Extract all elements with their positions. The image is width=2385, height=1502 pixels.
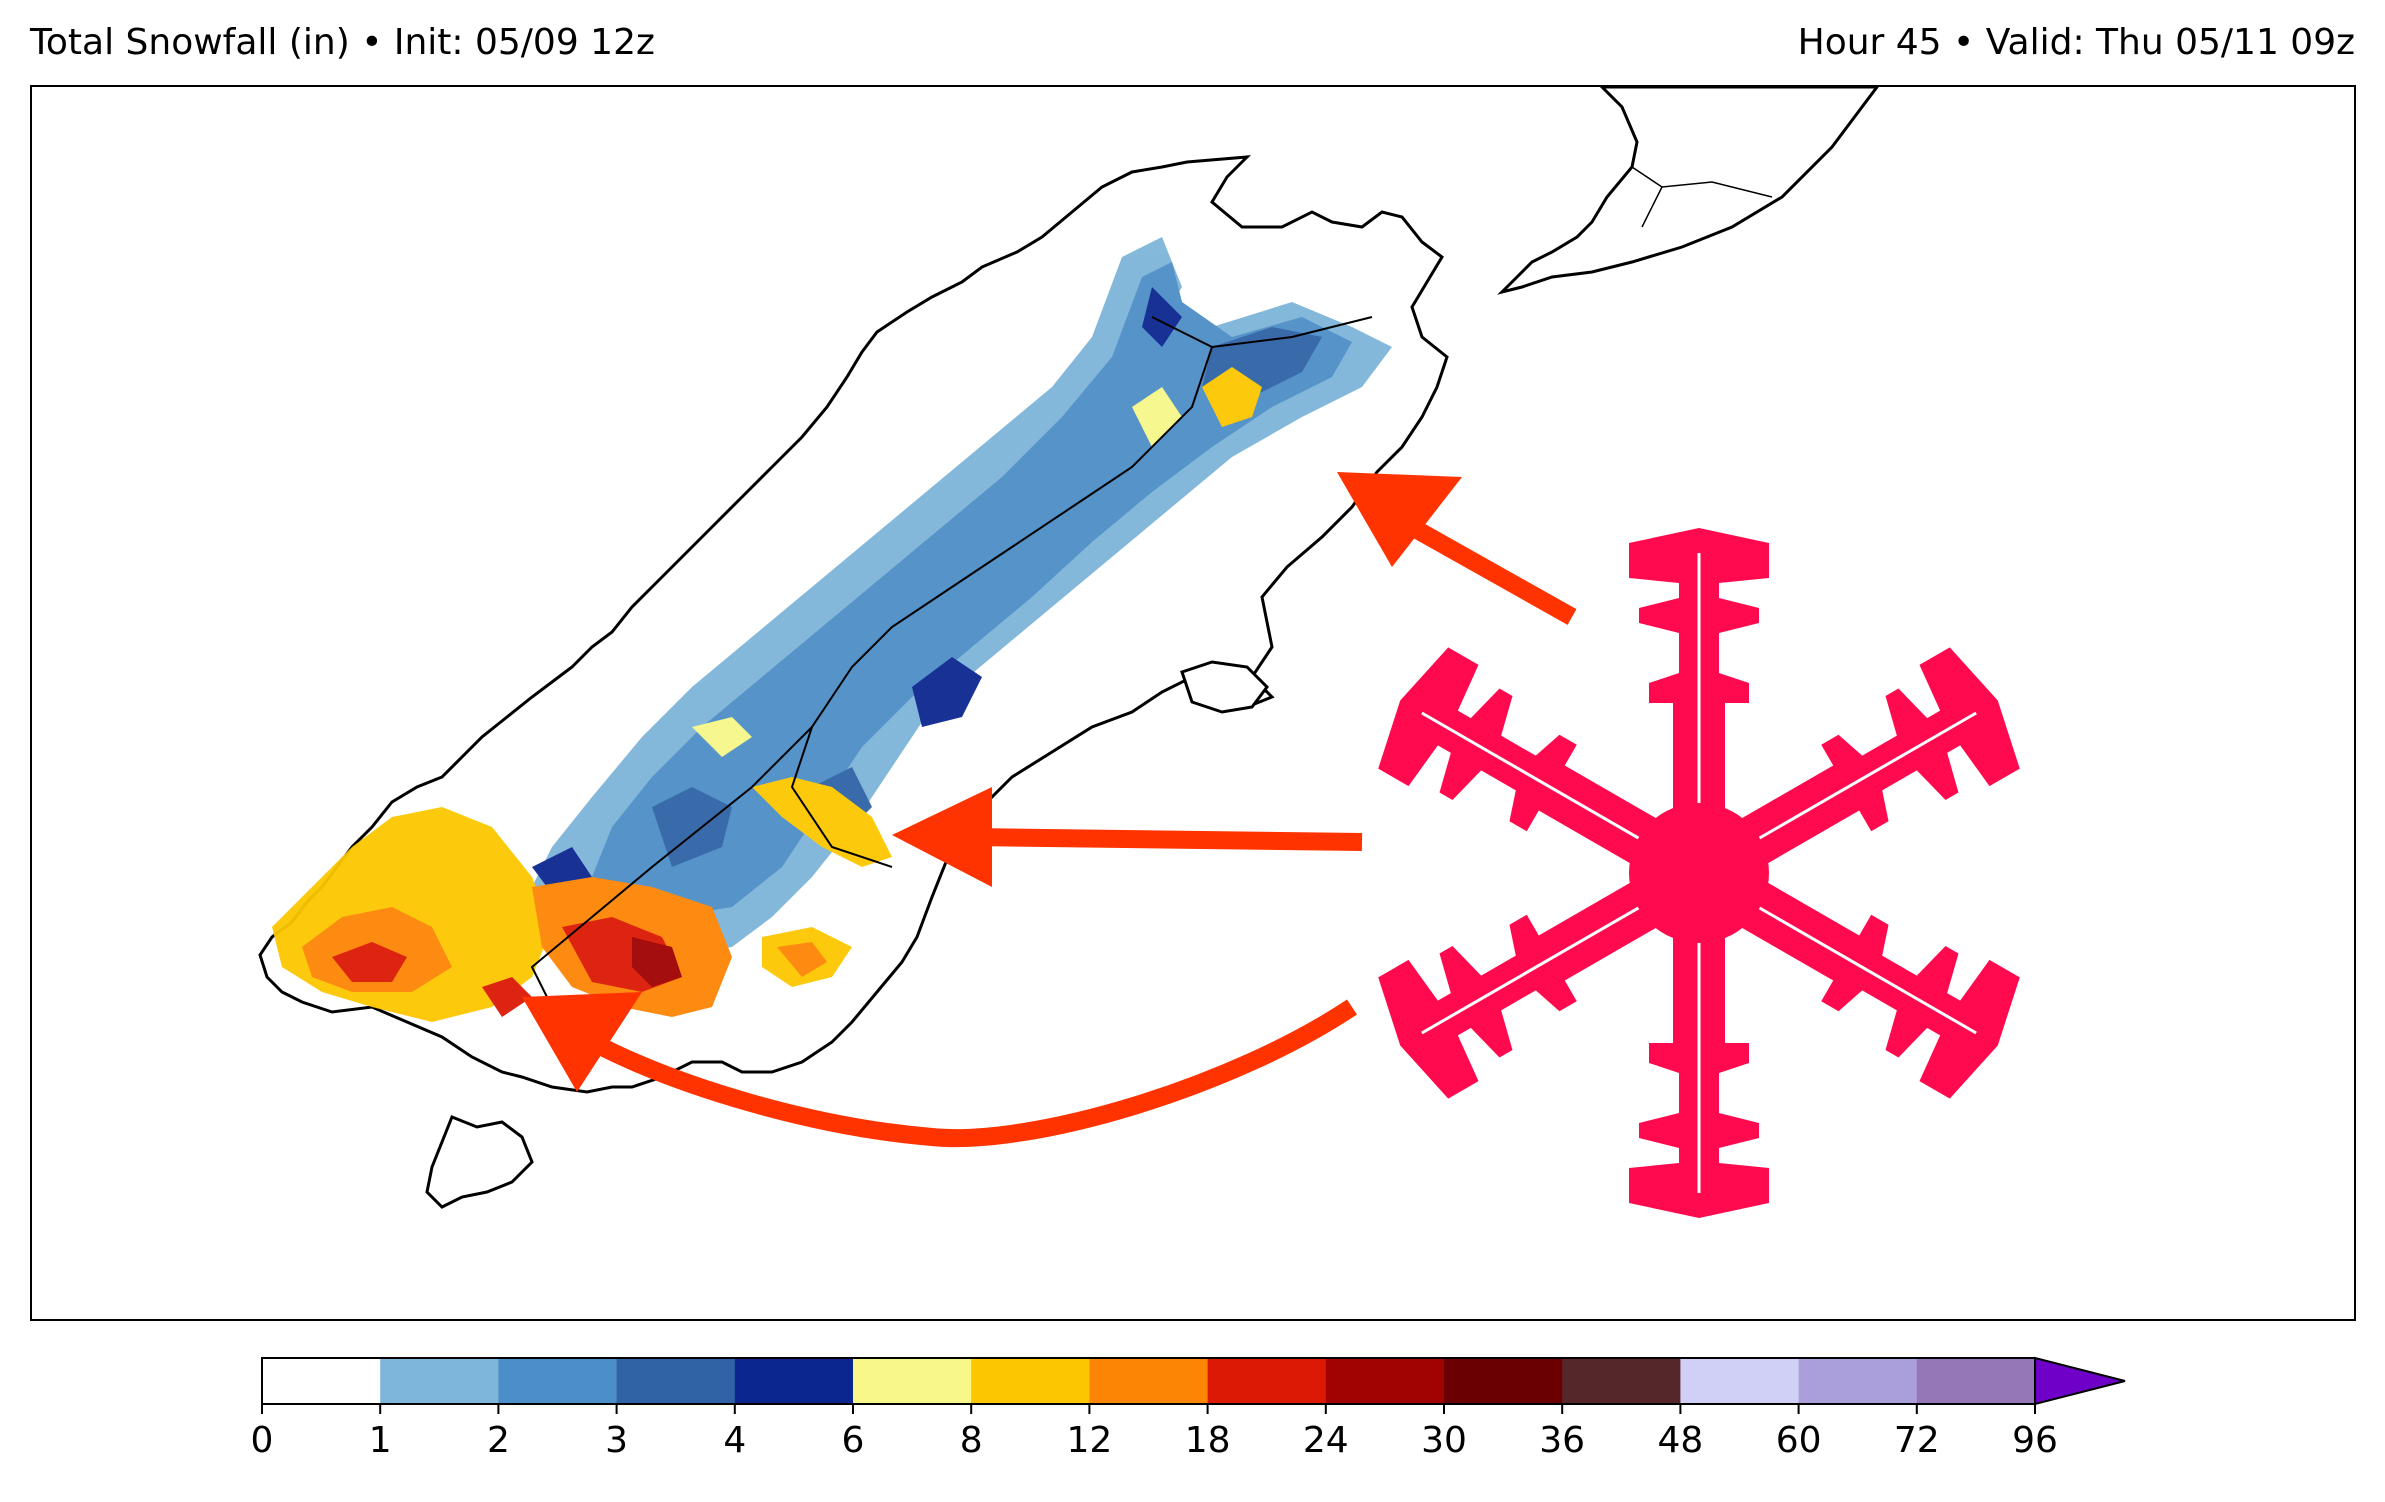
annotation-arrows	[522, 472, 1577, 1148]
colorbar-swatch	[1798, 1358, 1918, 1404]
colorbar-tick-label: 12	[1066, 1420, 1112, 1461]
colorbar-swatch	[616, 1358, 736, 1404]
colorbar-tick-label: 1	[369, 1420, 392, 1461]
colorbar-tick-label: 6	[842, 1420, 865, 1461]
colorbar-tick-label: 96	[2012, 1420, 2058, 1461]
colorbar-swatch	[1680, 1358, 1800, 1404]
colorbar-swatch	[380, 1358, 499, 1404]
colorbar-tick-label: 72	[1894, 1420, 1940, 1461]
colorbar-tick-label: 18	[1185, 1420, 1231, 1461]
stewart-island	[425, 1115, 534, 1209]
chart-title-left: Total Snowfall (in) • Init: 05/09 12z	[30, 22, 655, 63]
colorbar-tick-label: 36	[1539, 1420, 1585, 1461]
colorbar-tick-label: 4	[723, 1420, 746, 1461]
colorbar-tick-label: 8	[960, 1420, 983, 1461]
chart-title-right: Hour 45 • Valid: Thu 05/11 09z	[1797, 22, 2355, 63]
colorbar-swatch	[1916, 1358, 2036, 1404]
north-island-coastline	[1497, 87, 1879, 295]
colorbar-swatch	[1444, 1358, 1563, 1404]
colorbar-swatch	[1562, 1358, 1681, 1404]
colorbar-tick-label: 2	[487, 1420, 510, 1461]
map-canvas	[258, 87, 2020, 1218]
snowfall-shading	[272, 237, 1392, 1022]
colorbar-swatch	[1207, 1358, 1327, 1404]
colorbar-tick-label: 48	[1657, 1420, 1703, 1461]
snowflake-graphic	[1378, 528, 2020, 1218]
colorbar-swatch	[734, 1358, 854, 1404]
arrow-head-central	[892, 787, 992, 887]
colorbar-swatch	[853, 1358, 972, 1404]
arrow-head-south	[522, 992, 642, 1092]
colorbar-tick-label: 0	[251, 1420, 274, 1461]
colorbar-tick-label: 3	[605, 1420, 628, 1461]
colorbar-swatch	[498, 1358, 618, 1404]
banks-peninsula	[1180, 660, 1269, 714]
colorbar-extend-arrow	[2034, 1356, 2126, 1406]
colorbar-tick-label: 24	[1303, 1420, 1349, 1461]
colorbar-border	[261, 1357, 2036, 1405]
map-frame	[30, 85, 2356, 1321]
region-boundaries	[530, 316, 1373, 1008]
colorbar-swatch	[1089, 1358, 1209, 1404]
colorbar-swatch	[262, 1358, 381, 1404]
colorbar-swatch	[1325, 1358, 1445, 1404]
colorbar-swatch	[971, 1358, 1090, 1404]
colorbar-tick-label: 60	[1776, 1420, 1822, 1461]
snowflake-center	[1629, 803, 1769, 943]
north-island-boundary	[1631, 166, 1773, 228]
colorbar-tick-label: 30	[1421, 1420, 1467, 1461]
arrow-head-north	[1337, 472, 1462, 567]
